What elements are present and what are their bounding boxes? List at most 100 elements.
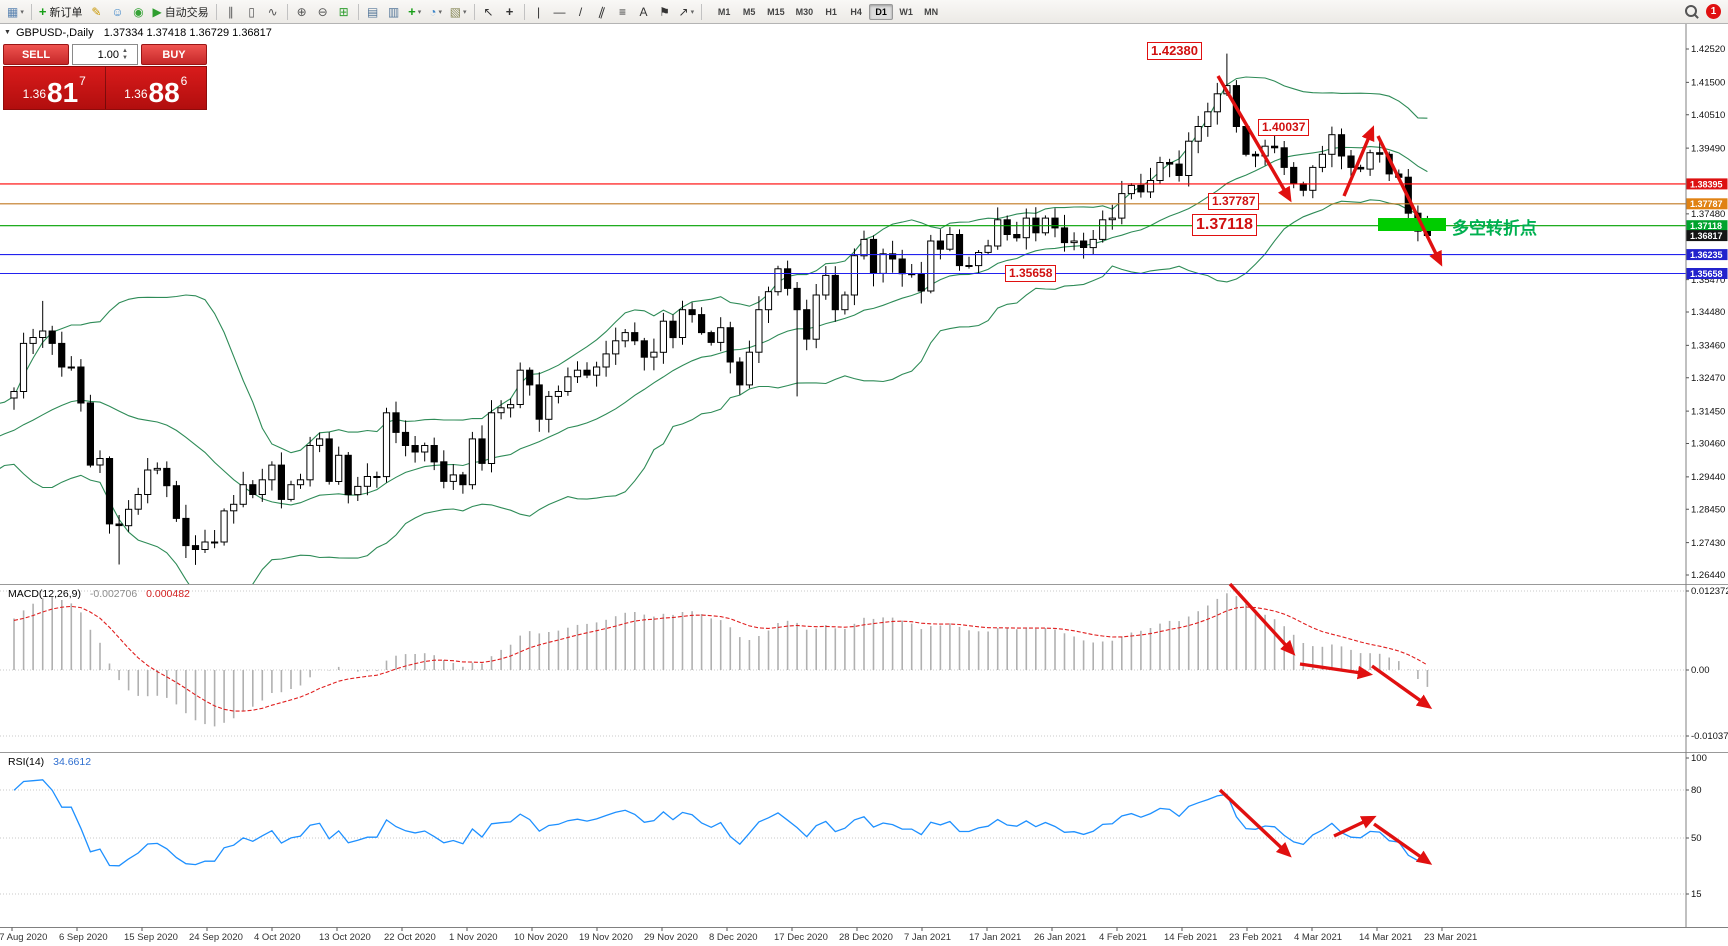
svg-text:1.33460: 1.33460 — [1691, 341, 1725, 352]
tile-windows-icon[interactable]: ⊞ — [338, 4, 349, 19]
svg-text:1 Nov 2020: 1 Nov 2020 — [449, 932, 498, 943]
notifications-badge[interactable]: 1 — [1706, 4, 1721, 19]
metaeditor-icon[interactable]: ✎ — [91, 4, 102, 19]
trend-arrow — [1376, 135, 1443, 267]
trend-arrow — [1299, 662, 1374, 680]
svg-text:13 Oct 2020: 13 Oct 2020 — [319, 932, 371, 943]
new-order-button[interactable]: + 新订单 — [38, 4, 83, 19]
svg-text:7 Jan 2021: 7 Jan 2021 — [904, 932, 951, 943]
price-tag — [1686, 198, 1728, 210]
rsi-name: RSI(14) — [8, 756, 45, 768]
svg-text:4 Feb 2021: 4 Feb 2021 — [1099, 932, 1147, 943]
svg-text:50: 50 — [1691, 833, 1702, 844]
collapse-panel-icon[interactable]: ▼ — [4, 29, 11, 36]
svg-text:1.42520: 1.42520 — [1691, 44, 1725, 55]
trend-arrow — [1216, 75, 1292, 203]
timeframe-d1[interactable]: D1 — [869, 3, 894, 20]
toolbar-divider — [357, 3, 359, 20]
crosshair-icon[interactable]: + — [505, 4, 514, 19]
ask-pipette: 6 — [180, 74, 188, 88]
zoom-out-icon[interactable]: ⊖ — [317, 4, 328, 19]
zoom-in-icon[interactable]: ⊕ — [296, 4, 307, 19]
main-price-panel — [0, 53, 1686, 584]
toolbar-divider — [215, 3, 217, 20]
chart-area: 1.42520 1.41500 1.40510 1.39490 1.37480 1.354… — [0, 24, 1728, 946]
buy-button[interactable]: BUY — [141, 44, 207, 65]
community-icon[interactable]: ◉ — [133, 4, 144, 19]
price-tag — [1686, 220, 1728, 232]
timeframe-h4[interactable]: H4 — [850, 6, 862, 17]
svg-text:0.012372: 0.012372 — [1691, 586, 1728, 597]
search-icon[interactable] — [1684, 4, 1699, 19]
new-chart-icon[interactable]: ▦ ▾ — [7, 4, 24, 19]
volume-spinner[interactable]: ▲ ▼ — [122, 47, 128, 61]
svg-text:1.37787: 1.37787 — [1690, 199, 1723, 209]
indicators-add-icon[interactable]: + ▾ — [408, 4, 422, 19]
volume-input[interactable] — [73, 47, 121, 62]
channel-icon[interactable]: ∥ — [596, 3, 607, 20]
line-chart-icon[interactable]: ∿ — [267, 4, 278, 19]
bar-chart-icon[interactable]: ∥ — [227, 4, 234, 19]
macd-main-value: -0.002706 — [89, 588, 138, 600]
macd-signal-value: 0.000482 — [146, 588, 190, 600]
cascade-windows-icon[interactable]: ▤ — [367, 4, 379, 19]
svg-text:22 Oct 2020: 22 Oct 2020 — [384, 932, 436, 943]
axes: 1.42520 1.41500 1.40510 1.39490 1.37480 1.354… — [0, 24, 1728, 943]
timeframe-m5[interactable]: M5 — [742, 6, 756, 17]
timeframe-mn[interactable]: MN — [924, 6, 939, 17]
svg-text:100: 100 — [1691, 753, 1707, 764]
fibonacci-icon[interactable]: ≡ — [619, 4, 627, 19]
sell-button[interactable]: SELL — [3, 44, 69, 65]
text-tool-icon[interactable]: A — [639, 4, 648, 19]
ask-price[interactable]: 1.36 88 6 — [106, 67, 207, 109]
candlestick-chart-icon[interactable]: ▯ — [248, 4, 255, 19]
bid-price[interactable]: 1.36 81 7 — [4, 67, 106, 109]
bid-big-digits: 81 — [47, 77, 79, 109]
svg-text:6 Sep 2020: 6 Sep 2020 — [59, 932, 108, 943]
trend-arrow — [1373, 822, 1433, 865]
trendline-icon[interactable]: / — [578, 4, 583, 19]
price-tag — [1686, 249, 1728, 261]
svg-text:1.37480: 1.37480 — [1691, 209, 1725, 220]
svg-text:14 Mar 2021: 14 Mar 2021 — [1359, 932, 1412, 943]
template-icon[interactable]: ▧ ▾ — [449, 4, 467, 19]
svg-text:15 Sep 2020: 15 Sep 2020 — [124, 932, 178, 943]
svg-text:1.38395: 1.38395 — [1690, 179, 1723, 189]
arrange-windows-icon[interactable]: ▥ — [388, 4, 400, 19]
timeframe-m30[interactable]: M30 — [795, 6, 814, 17]
autotrading-button[interactable]: ▶ 自动交易 — [152, 4, 209, 19]
chart-title: GBPUSD-,Daily 1.37334 1.37418 1.36729 1.… — [16, 27, 272, 39]
rsi-panel — [0, 779, 1686, 895]
svg-text:29 Nov 2020: 29 Nov 2020 — [644, 932, 698, 943]
svg-text:19 Nov 2020: 19 Nov 2020 — [579, 932, 633, 943]
svg-text:23 Mar 2021: 23 Mar 2021 — [1424, 932, 1477, 943]
timeframe-w1[interactable]: W1 — [899, 6, 913, 17]
timeframe-m1[interactable]: M1 — [717, 6, 731, 17]
trend-arrow — [1342, 125, 1375, 197]
label-tool-icon[interactable]: ⚑ — [659, 4, 670, 19]
toolbar-right: 1 — [1684, 4, 1724, 19]
periods-icon[interactable]: ◔ ▾ — [429, 4, 443, 19]
market-icon[interactable]: ☺ — [111, 4, 124, 19]
svg-text:17 Jan 2021: 17 Jan 2021 — [969, 932, 1021, 943]
svg-text:1.29440: 1.29440 — [1691, 472, 1725, 483]
timeframe-h1[interactable]: H1 — [825, 6, 837, 17]
shapes-tool-icon[interactable]: ↗ ▾ — [678, 4, 695, 19]
price-annotation: 1.35658 — [1005, 265, 1057, 282]
svg-text:24 Sep 2020: 24 Sep 2020 — [189, 932, 243, 943]
timeframe-m15[interactable]: M15 — [767, 6, 785, 17]
turning-point-note: 多空转折点 — [1452, 219, 1537, 238]
cursor-icon[interactable]: ↖ — [483, 4, 494, 19]
trend-arrow — [1228, 582, 1296, 656]
price-chart-canvas[interactable]: 1.42520 1.41500 1.40510 1.39490 1.37480 1.354… — [0, 24, 1728, 946]
vertical-line-icon[interactable]: | — [536, 4, 541, 19]
svg-text:-0.010374: -0.010374 — [1691, 731, 1728, 742]
svg-text:1.36235: 1.36235 — [1690, 250, 1723, 260]
ask-big-digits: 88 — [148, 77, 180, 109]
horizontal-line-icon[interactable]: — — [553, 4, 566, 19]
price-annotation: 1.42380 — [1147, 42, 1202, 61]
turning-point-highlight — [1378, 218, 1446, 231]
svg-text:1.35470: 1.35470 — [1691, 275, 1725, 286]
price-annotation: 1.40037 — [1258, 119, 1310, 136]
